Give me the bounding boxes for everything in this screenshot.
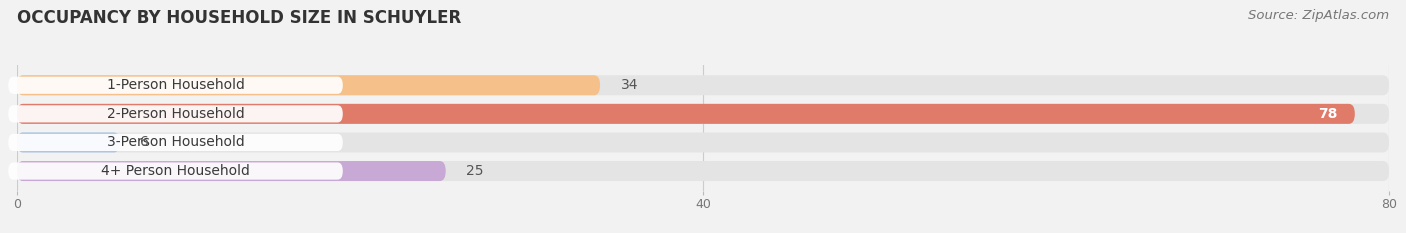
Text: 6: 6 [141, 135, 149, 149]
Text: 34: 34 [620, 78, 638, 92]
FancyBboxPatch shape [8, 162, 343, 180]
Text: 4+ Person Household: 4+ Person Household [101, 164, 250, 178]
Text: 78: 78 [1319, 107, 1337, 121]
Text: Source: ZipAtlas.com: Source: ZipAtlas.com [1249, 9, 1389, 22]
Text: 3-Person Household: 3-Person Household [107, 135, 245, 149]
FancyBboxPatch shape [17, 104, 1355, 124]
FancyBboxPatch shape [8, 134, 343, 151]
Text: 1-Person Household: 1-Person Household [107, 78, 245, 92]
FancyBboxPatch shape [17, 104, 1389, 124]
Text: 25: 25 [467, 164, 484, 178]
FancyBboxPatch shape [17, 75, 1389, 95]
FancyBboxPatch shape [17, 161, 446, 181]
FancyBboxPatch shape [8, 105, 343, 122]
FancyBboxPatch shape [8, 77, 343, 94]
Text: OCCUPANCY BY HOUSEHOLD SIZE IN SCHUYLER: OCCUPANCY BY HOUSEHOLD SIZE IN SCHUYLER [17, 9, 461, 27]
Text: 2-Person Household: 2-Person Household [107, 107, 245, 121]
FancyBboxPatch shape [17, 132, 120, 152]
FancyBboxPatch shape [17, 161, 1389, 181]
FancyBboxPatch shape [17, 132, 1389, 152]
FancyBboxPatch shape [17, 75, 600, 95]
